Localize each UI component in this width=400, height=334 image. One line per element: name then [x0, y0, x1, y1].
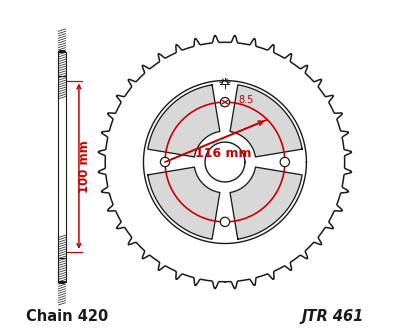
Text: JTR 461: JTR 461: [302, 309, 364, 324]
Polygon shape: [230, 167, 302, 239]
Text: 8.5: 8.5: [238, 96, 253, 106]
Text: Chain 420: Chain 420: [26, 309, 108, 324]
Text: 100 mm: 100 mm: [78, 140, 92, 192]
Polygon shape: [148, 167, 220, 239]
Circle shape: [220, 217, 230, 226]
Polygon shape: [58, 75, 66, 259]
Circle shape: [220, 98, 230, 107]
Polygon shape: [230, 85, 302, 157]
Circle shape: [160, 157, 170, 167]
Polygon shape: [58, 52, 66, 75]
Polygon shape: [58, 259, 66, 282]
Polygon shape: [148, 85, 220, 157]
Text: 116 mm: 116 mm: [194, 148, 251, 161]
Circle shape: [280, 157, 290, 167]
